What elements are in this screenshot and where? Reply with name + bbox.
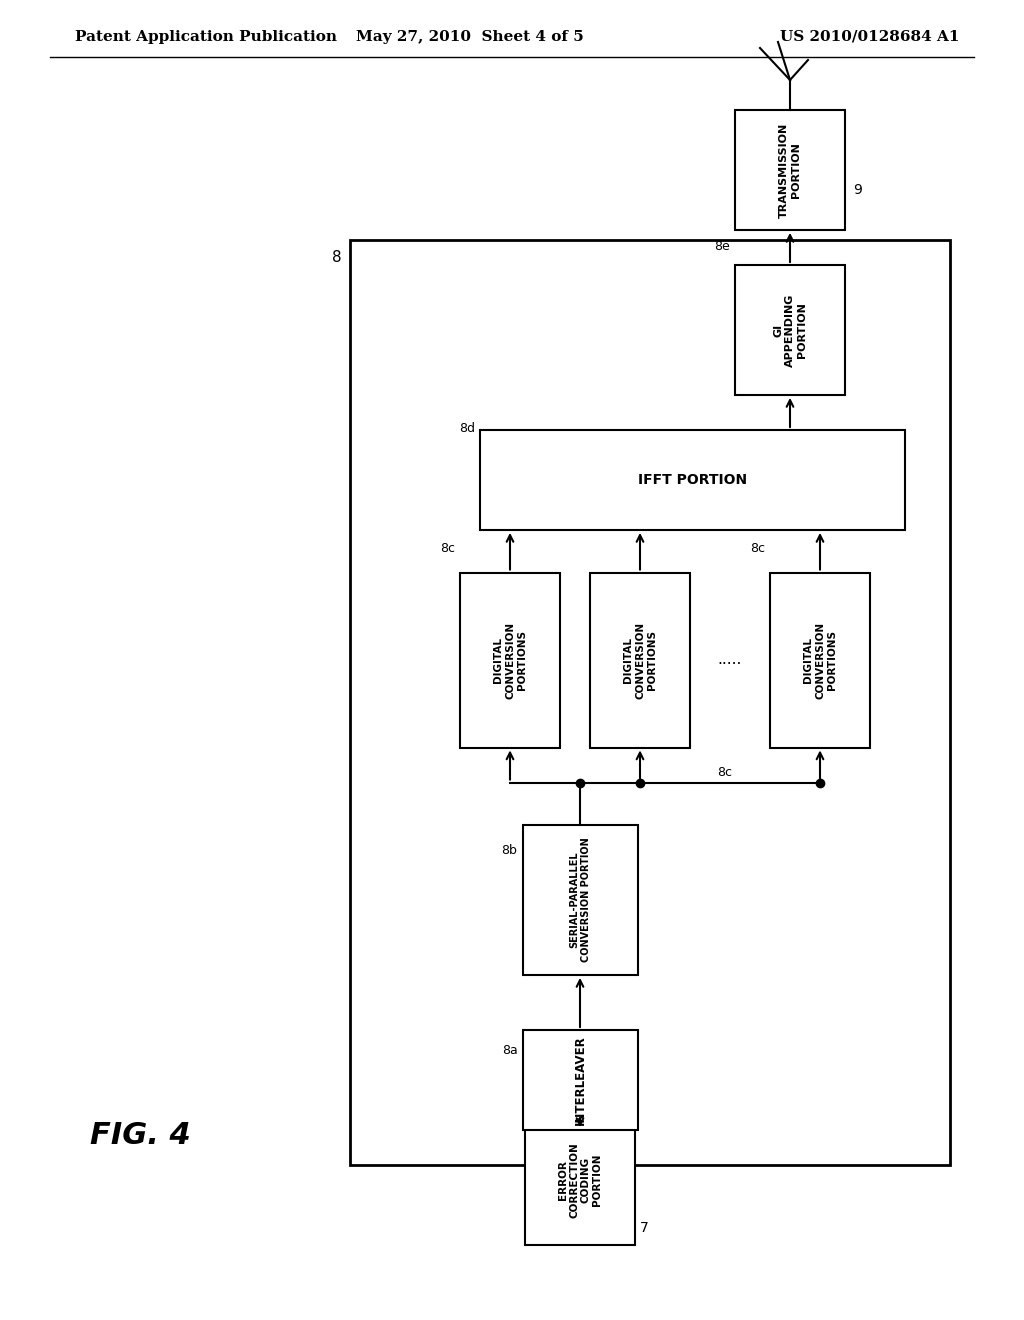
Text: May 27, 2010  Sheet 4 of 5: May 27, 2010 Sheet 4 of 5 (356, 30, 584, 44)
Bar (522, 825, 638, 975)
Bar (350, 240, 950, 1166)
Text: Patent Application Publication: Patent Application Publication (75, 30, 337, 44)
Text: 8d: 8d (459, 422, 475, 436)
Bar (590, 573, 690, 747)
Text: TRANSMISSION
PORTION: TRANSMISSION PORTION (779, 123, 801, 218)
Text: DIGITAL
CONVERSION
PORTIONS: DIGITAL CONVERSION PORTIONS (494, 622, 526, 698)
Text: .....: ..... (718, 652, 742, 668)
Bar (522, 1030, 638, 1130)
Text: GI
APPENDING
PORTION: GI APPENDING PORTION (773, 293, 807, 367)
Bar (735, 110, 845, 230)
Text: 7: 7 (640, 1221, 649, 1236)
Text: 8b: 8b (502, 843, 517, 857)
Text: IFFT PORTION: IFFT PORTION (638, 473, 748, 487)
Bar (480, 430, 905, 531)
Text: SERIAL-PARALLEL
CONVERSION PORTION: SERIAL-PARALLEL CONVERSION PORTION (569, 838, 591, 962)
Text: 8c: 8c (718, 766, 732, 779)
Text: ERROR
CORRECTION
CODING
PORTION: ERROR CORRECTION CODING PORTION (558, 1142, 602, 1218)
Text: 8a: 8a (502, 1044, 517, 1056)
Text: 8c: 8c (440, 541, 455, 554)
Text: 8e: 8e (715, 240, 730, 253)
Text: US 2010/0128684 A1: US 2010/0128684 A1 (780, 30, 961, 44)
Text: 9: 9 (853, 183, 862, 197)
Text: 8c: 8c (750, 541, 765, 554)
Text: DIGITAL
CONVERSION
PORTIONS: DIGITAL CONVERSION PORTIONS (624, 622, 656, 698)
Text: INTERLEAVER: INTERLEAVER (573, 1035, 587, 1125)
Bar (735, 265, 845, 395)
Bar (525, 1115, 635, 1245)
Text: FIG. 4: FIG. 4 (90, 1121, 190, 1150)
Text: 8: 8 (333, 249, 342, 265)
Bar (460, 573, 560, 747)
Bar (770, 573, 870, 747)
Text: DIGITAL
CONVERSION
PORTIONS: DIGITAL CONVERSION PORTIONS (804, 622, 837, 698)
